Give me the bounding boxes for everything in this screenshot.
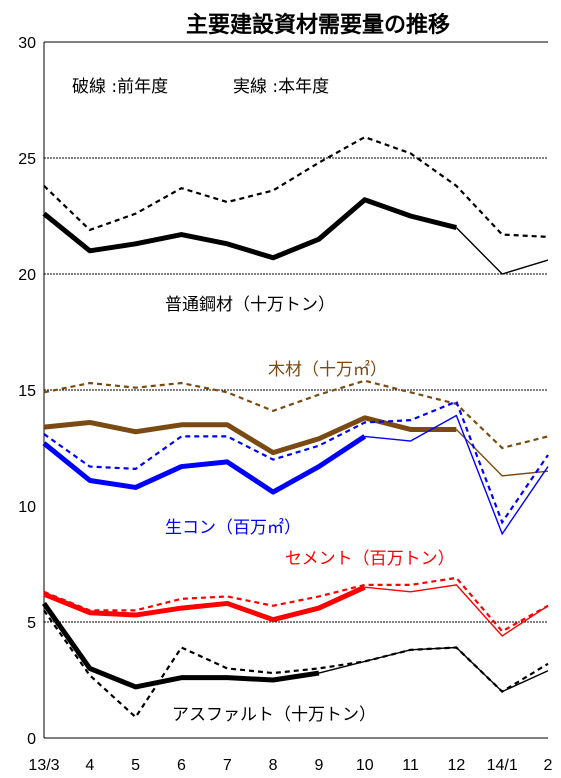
series-line-previous — [43, 379, 549, 450]
legend-note-dashed: 破線 :前年度 — [72, 77, 168, 97]
x-tick-labels: 13/3 4 5 6 7 8 9 10 11 12 14/1 2 — [28, 757, 552, 774]
y-tick-labels: 0 5 10 15 20 25 30 — [18, 35, 36, 748]
series-line-current — [43, 415, 457, 456]
x-tick-label: 5 — [131, 757, 140, 774]
y-tick-label: 10 — [18, 499, 36, 516]
y-tick-label: 5 — [27, 615, 36, 632]
x-tick-label: 4 — [85, 757, 94, 774]
series-label-cement: セメント（百万トン） — [285, 549, 455, 569]
x-tick-label: 12 — [447, 757, 465, 774]
series-line-previous — [43, 576, 549, 633]
series-label-wood: 木材（十万㎡） — [268, 360, 387, 380]
y-tick-label: 15 — [18, 383, 36, 400]
series-line-current-thin — [364, 414, 549, 536]
gridlines — [44, 157, 548, 623]
x-tick-label: 8 — [269, 757, 278, 774]
x-tick-label: 13/3 — [28, 757, 59, 774]
legend-note-solid: 実線 :本年度 — [233, 77, 329, 97]
x-tick-label: 14/1 — [487, 757, 518, 774]
series-line-current-thin — [364, 584, 549, 637]
series-line-current-thin — [318, 646, 549, 693]
series-line-current — [42, 434, 367, 495]
y-tick-label: 25 — [18, 151, 36, 168]
series-lines — [41, 135, 549, 719]
series-line-current — [41, 601, 320, 690]
series-label-asphalt: アスファルト（十万トン） — [172, 705, 376, 725]
y-tick-label: 20 — [18, 267, 36, 284]
series-label-steel: 普通鋼材（十万トン） — [165, 295, 335, 315]
series-line-current — [42, 197, 457, 261]
series-line-current-thin — [455, 227, 549, 275]
chart-title: 主要建設資材需要量の推移 — [186, 12, 450, 38]
x-tick-label: 10 — [356, 757, 374, 774]
x-tick-label: 2 — [544, 757, 553, 774]
y-tick-label: 30 — [18, 35, 36, 52]
x-tick-label: 11 — [402, 757, 419, 774]
x-tick-label: 9 — [314, 757, 323, 774]
x-tick-label: 7 — [223, 757, 232, 774]
x-tick-label: 6 — [177, 757, 186, 774]
series-line-current — [43, 584, 366, 623]
series-line-previous — [43, 400, 549, 525]
series-line-previous — [43, 135, 549, 238]
series-label-concrete: 生コン（百万㎡） — [165, 518, 301, 538]
y-tick-label: 0 — [27, 731, 36, 748]
